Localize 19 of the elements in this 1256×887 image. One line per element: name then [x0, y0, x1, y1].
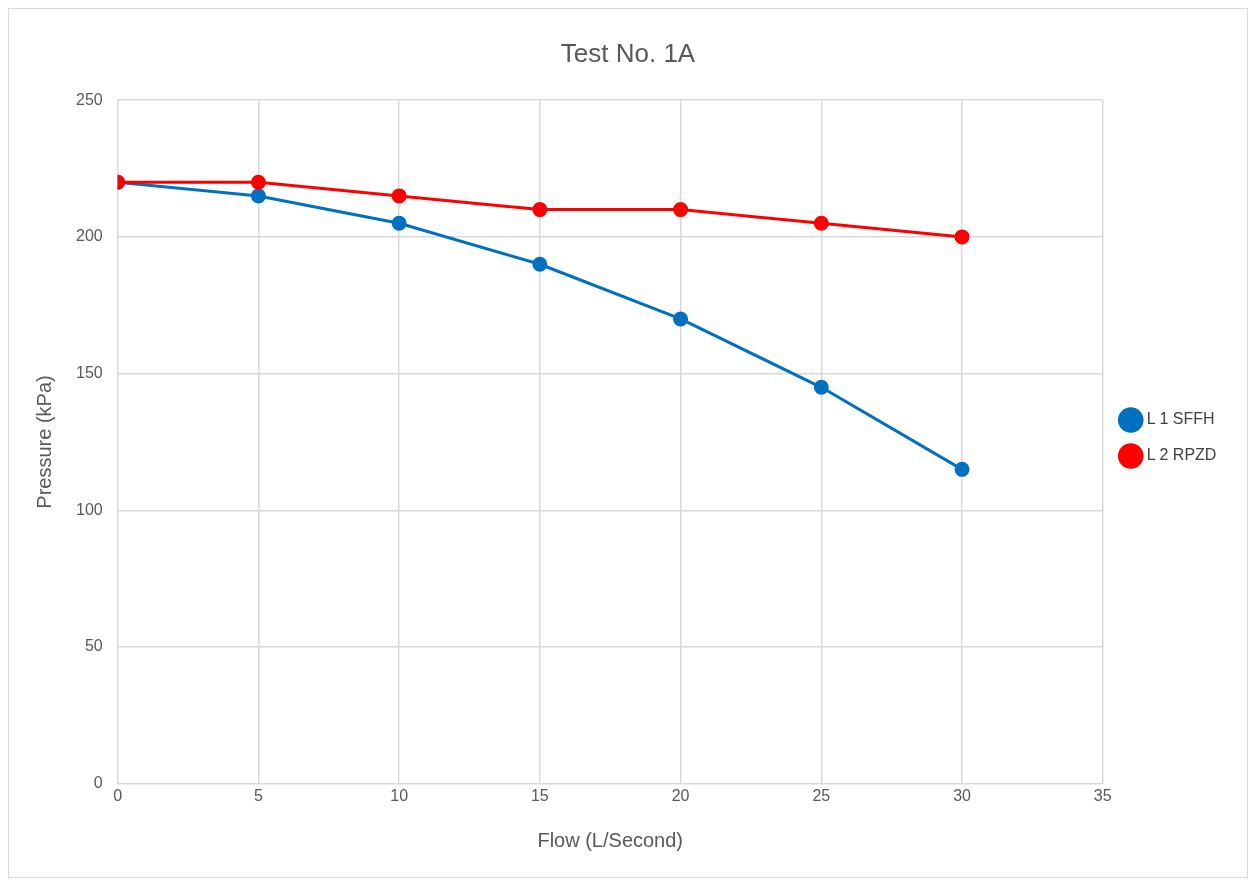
y-tick-label: 200 [75, 227, 103, 245]
x-tick-label: 30 [953, 786, 972, 804]
x-axis-title: Flow (L/Second) [537, 828, 684, 851]
x-tick-label: 0 [113, 786, 123, 804]
y-axis-title: Pressure (kPa) [32, 375, 55, 509]
x-tick-label: 35 [1093, 786, 1112, 804]
chart-title: Test No. 1A [560, 37, 696, 68]
x-tick-label: 25 [812, 786, 831, 804]
legend-label: L 2 RPZD [1146, 446, 1217, 464]
legend-label: L 1 SFFH [1146, 410, 1215, 428]
x-tick-label: 5 [253, 786, 263, 804]
y-tick-label: 250 [75, 90, 103, 108]
y-tick-label: 0 [93, 774, 103, 792]
y-tick-label: 50 [84, 637, 103, 655]
y-tick-label: 150 [75, 364, 103, 382]
y-tick-label: 100 [75, 500, 103, 518]
x-tick-label: 20 [671, 786, 690, 804]
x-tick-label: 10 [390, 786, 409, 804]
x-tick-label: 15 [530, 786, 549, 804]
